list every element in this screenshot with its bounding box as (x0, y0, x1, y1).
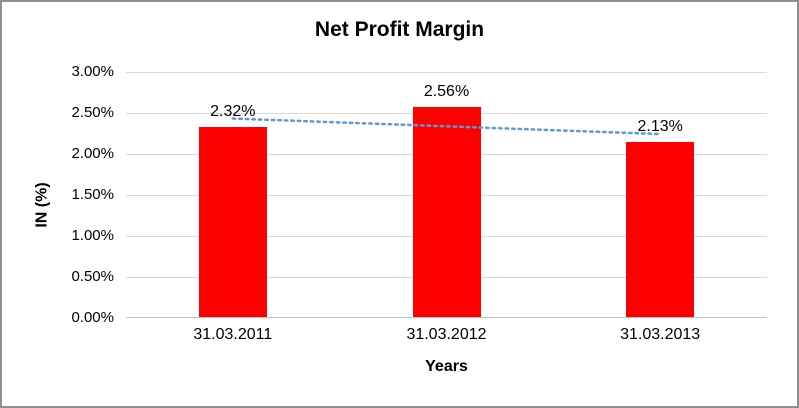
chart-title: Net Profit Margin (314, 18, 485, 41)
y-tick-label: 2.50% (71, 104, 114, 121)
y-tick-label: 0.50% (71, 268, 114, 285)
x-tick-label: 31.03.2013 (620, 326, 701, 343)
gridline (126, 72, 767, 73)
bar-31.03.2011 (198, 126, 267, 317)
x-tick-label: 31.03.2011 (193, 326, 273, 343)
bar-value-label: 2.32% (210, 102, 256, 120)
y-tick-label: 1.00% (71, 227, 114, 244)
y-tick-label: 3.00% (71, 63, 114, 80)
y-tick-label: 0.00% (71, 309, 114, 326)
bar-31.03.2013 (626, 142, 695, 317)
bar-31.03.2012 (412, 107, 481, 317)
y-tick-label: 1.50% (71, 186, 114, 203)
x-tick-label: 31.03.2012 (406, 326, 487, 343)
y-tick-label: 2.00% (71, 145, 114, 162)
x-axis-title: Years (425, 358, 468, 375)
x-axis-ticks: 31.03.2011 31.03.2012 31.03.2013 (126, 326, 767, 346)
plot-area: 2.32% 2.56% 2.13% (126, 72, 767, 318)
bar-value-label: 2.13% (637, 118, 683, 136)
bar-value-label: 2.56% (423, 83, 470, 101)
y-axis-ticks: 0.00% 0.50% 1.00% 1.50% 2.00% 2.50% 3.00% (2, 63, 114, 326)
